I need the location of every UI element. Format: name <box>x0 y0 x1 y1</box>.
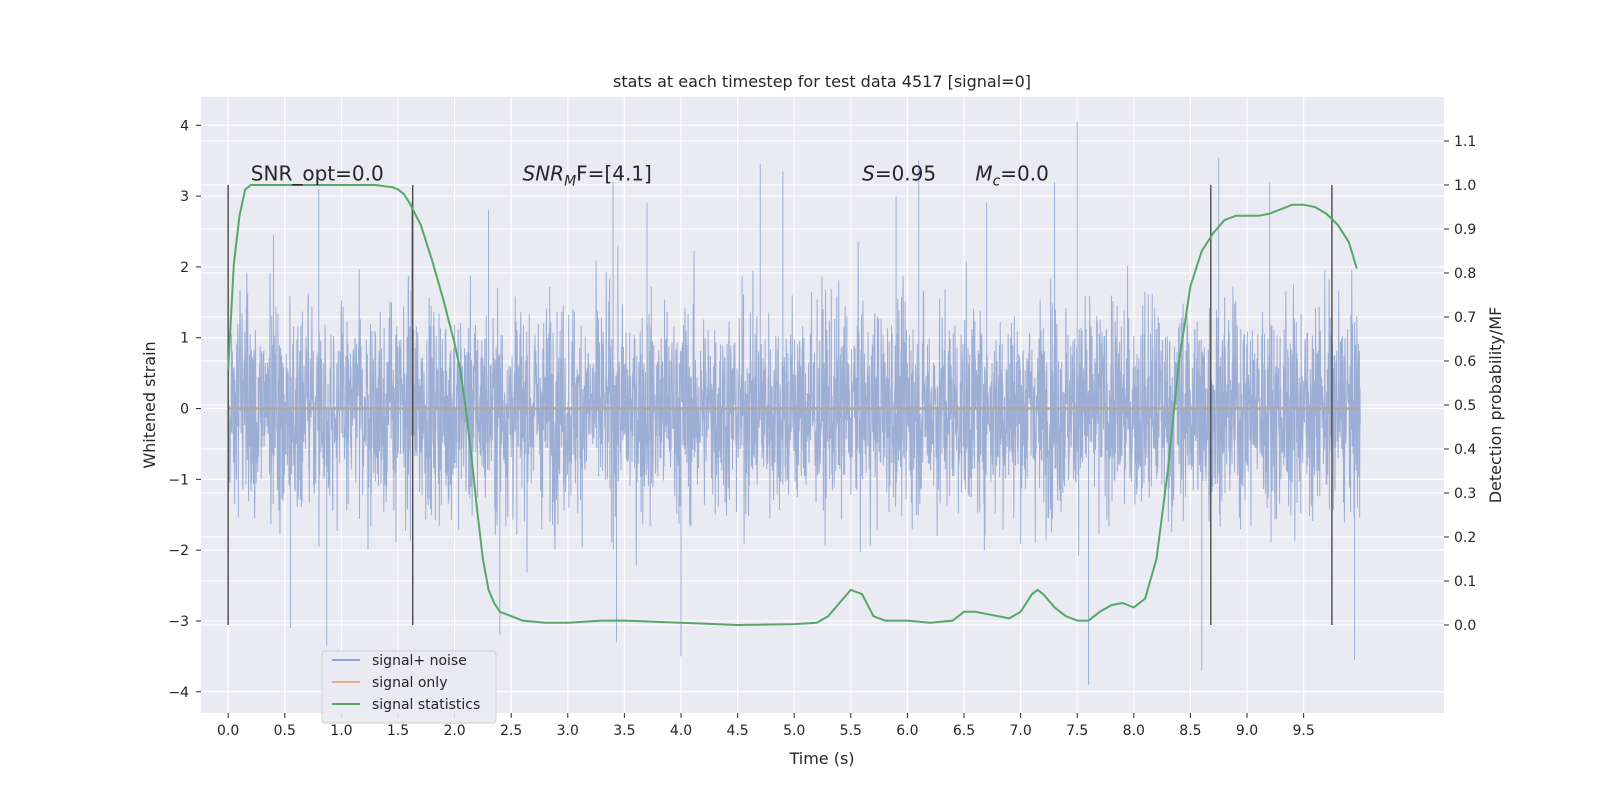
series-signal-plus-noise <box>227 121 1361 685</box>
annotation-snr-mf: SNRMF=[4.1] <box>523 162 652 190</box>
legend-box <box>321 650 497 724</box>
annotation-snr-mf-subscript: M <box>564 174 576 190</box>
x-tick-label-18: 9.0 <box>1236 723 1258 739</box>
chart-title: stats at each timestep for test data 451… <box>613 72 1031 91</box>
legend: signal+ noise signal only signal statistic… <box>321 650 497 724</box>
y-right-tick-label-6: 0.6 <box>1454 354 1476 370</box>
y-left-tick-label-6: 2 <box>180 260 189 276</box>
annotations: SNR_opt=0.0 SNRMF=[4.1] S=0.95 Mc=0.0 <box>251 162 1049 190</box>
x-axis-label: Time (s) <box>788 749 854 768</box>
legend-label-0: signal+ noise <box>372 653 467 669</box>
y-left-tick-label-2: −2 <box>168 543 189 559</box>
x-tick-label-5: 2.5 <box>500 723 522 739</box>
annotation-s-symbol: S <box>862 162 875 186</box>
x-tick-label-13: 6.5 <box>953 723 975 739</box>
y-left-tick-label-7: 3 <box>180 189 189 205</box>
x-tick-label-1: 0.5 <box>274 723 296 739</box>
x-tick-label-9: 4.5 <box>726 723 748 739</box>
annotation-snr-mf-symbol: SNR <box>523 162 565 186</box>
y-right-tick-label-4: 0.4 <box>1454 442 1476 458</box>
x-tick-label-3: 1.5 <box>387 723 409 739</box>
x-tick-label-16: 8.0 <box>1123 723 1145 739</box>
x-tick-label-14: 7.0 <box>1009 723 1031 739</box>
x-tick-label-11: 5.5 <box>840 723 862 739</box>
series-signal-statistics <box>227 184 1358 626</box>
x-tick-label-7: 3.5 <box>613 723 635 739</box>
y-right-tick-label-3: 0.3 <box>1454 486 1476 502</box>
y-left-tick-label-5: 1 <box>180 331 189 347</box>
annotation-s-value: =0.95 <box>875 162 936 186</box>
x-tick-label-0: 0.0 <box>217 723 239 739</box>
y-left-tick-label-8: 4 <box>180 118 189 134</box>
y-left-tick-label-1: −3 <box>168 614 189 630</box>
annotation-mc-value: =0.0 <box>1000 162 1049 186</box>
y-right-tick-label-7: 0.7 <box>1454 310 1476 326</box>
axes: 0.0 0.5 1.0 1.5 2.0 2.5 3.0 3.5 4.0 4.5 5.0 5.5 6.0 6… <box>168 118 1476 739</box>
x-tick-label-2: 1.0 <box>330 723 352 739</box>
legend-label-2: signal statistics <box>372 697 480 713</box>
y-right-tick-label-1: 0.1 <box>1454 574 1476 590</box>
annotation-snr-opt: SNR_opt=0.0 <box>251 162 384 186</box>
annotation-snr-mf-value: F=[4.1] <box>576 162 652 186</box>
x-tick-label-15: 7.5 <box>1066 723 1088 739</box>
x-tick-label-19: 9.5 <box>1292 723 1314 739</box>
y-axis-label-left: Whitened strain <box>140 341 159 468</box>
x-tick-label-12: 6.0 <box>896 723 918 739</box>
y-right-tick-label-8: 0.8 <box>1454 266 1476 282</box>
y-left-tick-label-3: −1 <box>168 472 189 488</box>
y-right-tick-label-11: 1.1 <box>1454 134 1476 150</box>
chart-marks <box>227 121 1361 685</box>
x-tick-label-8: 4.0 <box>670 723 692 739</box>
y-right-tick-label-0: 0.0 <box>1454 618 1476 634</box>
x-tick-label-4: 2.0 <box>443 723 465 739</box>
annotation-mc-symbol: M <box>975 162 992 186</box>
y-right-tick-label-5: 0.5 <box>1454 398 1476 414</box>
y-right-tick-label-10: 1.0 <box>1454 178 1476 194</box>
annotation-mc: Mc=0.0 <box>975 162 1049 190</box>
x-tick-label-10: 5.0 <box>783 723 805 739</box>
x-tick-label-6: 3.0 <box>557 723 579 739</box>
y-left-tick-label-0: −4 <box>168 685 189 701</box>
y-right-tick-label-2: 0.2 <box>1454 530 1476 546</box>
y-left-tick-label-4: 0 <box>180 402 189 418</box>
y-axis-label-right: Detection probability/MF <box>1486 307 1505 504</box>
annotation-mc-subscript: c <box>993 174 1001 190</box>
annotation-s: S=0.95 <box>862 162 936 186</box>
legend-label-1: signal only <box>372 675 447 691</box>
y-right-tick-label-9: 0.9 <box>1454 222 1476 238</box>
x-tick-label-17: 8.5 <box>1179 723 1201 739</box>
